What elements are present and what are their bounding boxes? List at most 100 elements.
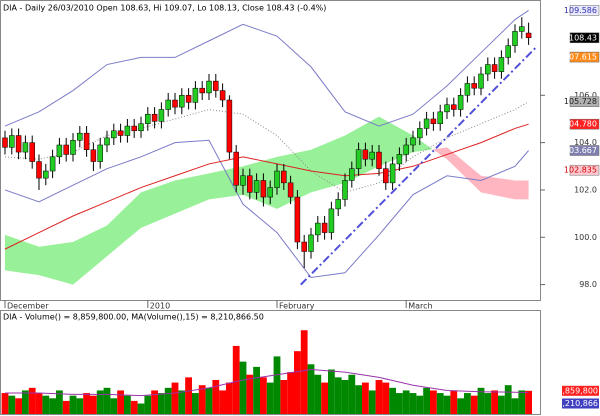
volume-bar [464,393,471,414]
volume-bar [62,400,70,414]
candle-body [389,163,396,184]
volume-bar [192,393,199,414]
candle-body [172,99,178,108]
volume-bar [49,398,56,414]
volume-bar [436,393,444,414]
candle-body [519,26,525,32]
candle-body [145,113,151,124]
candle-body [369,151,375,160]
candle-body [22,142,29,153]
candle-body [49,156,56,172]
volume-bar [450,390,458,414]
volume-bar [90,395,97,414]
volume-bar [470,395,478,414]
cloud [432,147,447,160]
candle-body [349,168,355,181]
price-label-box [569,145,600,156]
candle-body [525,32,532,39]
volume-bar [56,390,63,414]
volume-bar [260,377,267,414]
candle-body [423,118,430,129]
volume-bar [443,395,451,414]
volume-bar [423,387,430,414]
price-label-box [569,164,600,176]
volume-bar [185,377,192,414]
candle-body [36,161,42,179]
candle-body [498,57,505,72]
cloud [311,135,345,193]
volume-bar [300,330,308,414]
volume-bar [83,393,90,414]
volume-bar [253,366,260,414]
volume-bar [328,369,335,414]
chart-title: DIA - Daily 26/03/2010 Open 108.63, Hi 1… [3,4,326,13]
candle-body [111,130,117,139]
volume-bar [341,379,349,414]
volume-bar [355,385,362,414]
volume-bar [144,395,152,414]
cloud [141,180,175,228]
y-tick-label: 100.0 [574,233,597,242]
price-label: 108.43 [569,33,597,42]
x-tick-label: March [408,302,432,311]
candle-body [56,144,63,158]
candle-body [226,99,233,153]
candle-body [410,137,416,146]
candle-body [403,144,409,155]
candle-body [376,151,382,169]
volume-bar [28,387,36,414]
volume-bar [226,382,233,414]
cloud [277,149,311,209]
indicator-line [4,10,529,127]
volume-bar [158,393,165,414]
cloud [345,116,379,183]
candle-body [505,45,511,58]
candle-body [260,180,267,198]
candle-body [478,73,484,89]
candle-body [301,241,307,252]
volume-bar [430,390,437,414]
volume-bar [518,390,526,414]
candle-body [233,151,239,186]
volume-label: 8,859,800 [557,386,598,395]
volume-bar [498,395,505,414]
volume-bar [42,395,50,414]
cloud [515,180,529,200]
volume-bar [8,395,16,414]
candle-body [90,149,97,162]
volume-bar [273,356,281,414]
price-label-box [569,51,600,63]
volume-bar [375,379,383,414]
candle-body [355,149,362,169]
candle-body [185,95,192,103]
volume-ma [5,368,529,397]
candle-body [63,144,69,155]
candle-body [321,222,328,233]
price-label: 109.586 [564,6,597,15]
indicator-line [4,101,529,193]
indicator-line [4,139,529,279]
price-label: 102.835 [564,166,597,175]
candle-body [165,99,171,110]
volume-bar [368,390,376,414]
volume-bar [151,390,158,414]
price-label: 105.728 [564,97,597,106]
volume-bar [409,393,417,414]
volume-bar [22,390,29,414]
volume-bar [314,374,322,414]
x-tick-label: February [279,302,315,311]
volume-bar [477,387,485,414]
volume-bar [1,393,9,414]
volume-bar [246,374,254,414]
candle-body [124,125,131,136]
candle-body [362,149,369,160]
candle-body [274,170,280,188]
candle-body [335,199,341,210]
volume-bar [164,387,172,414]
volume-bar [525,390,532,414]
volume-bar [457,398,464,414]
volume-bar [130,400,138,414]
candle-body [451,104,457,110]
candle-body [281,170,287,184]
